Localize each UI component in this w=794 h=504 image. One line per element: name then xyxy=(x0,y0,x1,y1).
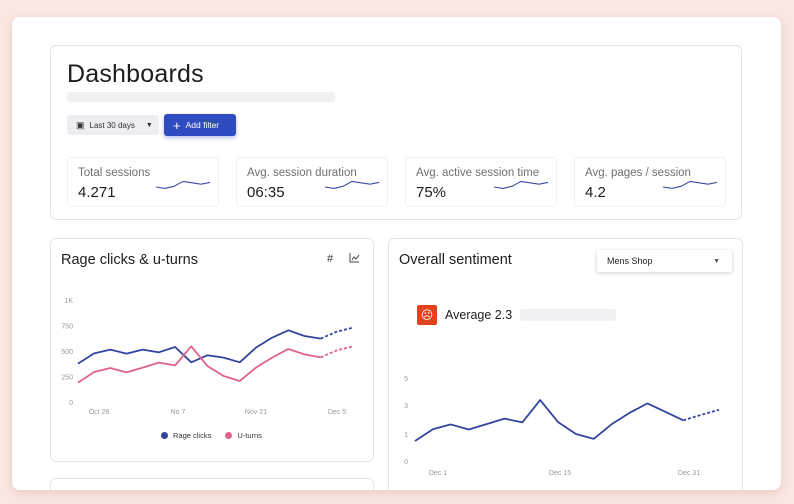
x-tick-label: Dec 1 xyxy=(429,470,447,477)
line-chart-icon[interactable] xyxy=(349,252,360,266)
sparkline xyxy=(493,180,549,189)
date-range-label: Last 30 days xyxy=(89,120,135,130)
x-tick-label: Nov 21 xyxy=(245,409,267,416)
legend-u-turns: U-turns xyxy=(225,431,262,440)
sentiment-line xyxy=(414,399,684,442)
x-tick-label: No 7 xyxy=(171,409,186,416)
sparkline-line xyxy=(662,180,718,189)
caret-down-icon: ▼ xyxy=(145,121,153,129)
sentiment-forecast xyxy=(682,408,720,422)
shop-dropdown-value: Mens Shop xyxy=(607,256,653,266)
date-range-button[interactable]: ▣ Last 30 days ▼ xyxy=(67,115,159,135)
sentiment-chart: 0 1 3 5 Dec 1 Dec 15 Dec 31 xyxy=(404,376,720,477)
y-tick-label: 0 xyxy=(404,459,408,466)
stat-label: Avg. active session time xyxy=(416,167,540,179)
next-card xyxy=(50,478,374,490)
x-tick-label: Oct 28 xyxy=(89,409,110,416)
header-card: Dashboards ▣ Last 30 days ▼ + Add filter… xyxy=(50,45,742,220)
stat-card[interactable]: Avg. session duration 06:35 xyxy=(236,157,388,207)
sparkline-line xyxy=(155,180,211,189)
sentiment-card: Overall sentiment Mens Shop ▼ ☹ Average … xyxy=(388,238,743,490)
subtitle-placeholder xyxy=(67,92,335,102)
y-tick-label: 500 xyxy=(61,349,73,356)
placeholder-bar xyxy=(520,309,617,321)
x-tick-label: Dec 31 xyxy=(678,470,700,477)
average-label: Average 2.3 xyxy=(445,308,513,322)
y-tick-label: 3 xyxy=(404,403,408,410)
y-tick-label: 0 xyxy=(69,400,73,407)
y-tick-label: 750 xyxy=(61,324,73,331)
stat-value: 4.271 xyxy=(78,184,116,201)
stat-value: 06:35 xyxy=(247,184,285,201)
rage-chart: 0 250 500 750 1K Oct 28 No 7 Nov 21 Dec 5 xyxy=(61,298,354,416)
stat-card[interactable]: Avg. pages / session 4.2 xyxy=(574,157,726,207)
y-tick-label: 5 xyxy=(404,376,408,383)
rage-clicks-forecast xyxy=(320,326,354,340)
rage-clicks-card: Rage clicks & u-turns # 0 250 500 750 1K Oct … xyxy=(50,238,374,462)
y-tick-label: 250 xyxy=(61,375,73,382)
caret-down-icon: ▼ xyxy=(713,257,720,265)
stat-card[interactable]: Avg. active session time 75% xyxy=(405,157,557,207)
stat-label: Avg. pages / session xyxy=(585,167,691,179)
y-tick-label: 1 xyxy=(404,432,408,439)
legend-rage-clicks: Rage clicks xyxy=(161,431,211,440)
dashboard-window: Dashboards ▣ Last 30 days ▼ + Add filter… xyxy=(12,17,781,490)
add-filter-button[interactable]: + Add filter xyxy=(164,114,236,136)
u-turns-forecast xyxy=(320,345,354,359)
calendar-icon: ▣ xyxy=(76,119,85,130)
sparkline-line xyxy=(324,180,380,189)
plus-icon: + xyxy=(173,117,181,133)
stat-value: 75% xyxy=(416,184,447,201)
rage-legend: Rage clicks U-turns xyxy=(161,431,262,440)
x-tick-label: Dec 5 xyxy=(328,409,346,416)
add-filter-label: Add filter xyxy=(185,120,220,130)
sparkline-line xyxy=(493,180,549,189)
x-tick-label: Dec 15 xyxy=(549,470,571,477)
sentiment-title: Overall sentiment xyxy=(399,252,512,268)
sparkline xyxy=(662,180,718,189)
stat-card[interactable]: Total sessions 4.271 xyxy=(67,157,219,207)
hash-icon[interactable]: # xyxy=(327,253,334,265)
page-title: Dashboards xyxy=(67,60,204,88)
shop-dropdown[interactable]: Mens Shop ▼ xyxy=(597,250,732,272)
stat-label: Total sessions xyxy=(78,167,151,179)
stat-value: 4.2 xyxy=(585,184,606,201)
rage-clicks-line xyxy=(77,329,321,365)
rage-chart-title: Rage clicks & u-turns xyxy=(61,252,198,268)
sparkline xyxy=(324,180,380,189)
u-turns-line xyxy=(77,345,321,384)
average-sentiment: ☹ Average 2.3 xyxy=(417,305,617,325)
sad-face-icon: ☹ xyxy=(417,305,437,325)
sparkline xyxy=(155,180,211,189)
y-tick-label: 1K xyxy=(64,298,73,305)
stat-label: Avg. session duration xyxy=(247,167,357,179)
